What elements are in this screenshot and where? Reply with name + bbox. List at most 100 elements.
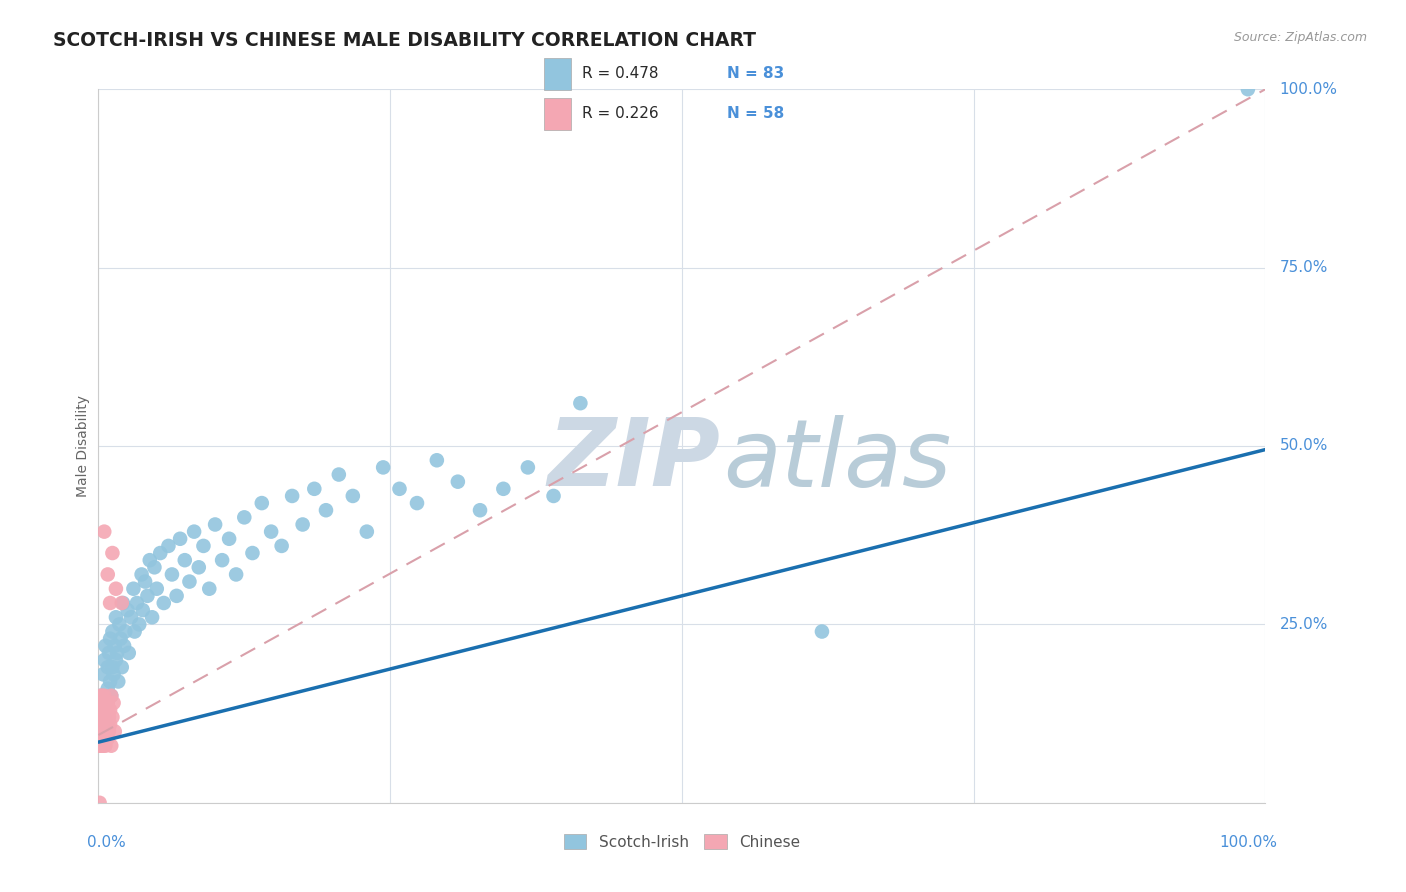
Point <box>94 717 117 731</box>
Point <box>97 696 120 710</box>
Point <box>134 574 156 589</box>
Point <box>90 689 112 703</box>
Point <box>98 632 121 646</box>
Text: R = 0.226: R = 0.226 <box>582 106 658 121</box>
Point <box>89 739 111 753</box>
Point <box>143 560 166 574</box>
Point <box>90 717 112 731</box>
Point <box>128 617 150 632</box>
Point <box>468 503 491 517</box>
Point <box>97 660 120 674</box>
Point <box>103 696 125 710</box>
Point <box>356 524 378 539</box>
Point <box>91 731 114 746</box>
Point <box>90 739 112 753</box>
Point <box>1237 82 1260 96</box>
Text: ZIP: ZIP <box>548 414 721 507</box>
Point <box>97 731 120 746</box>
Point <box>260 524 283 539</box>
Text: SCOTCH-IRISH VS CHINESE MALE DISABILITY CORRELATION CHART: SCOTCH-IRISH VS CHINESE MALE DISABILITY … <box>53 31 756 50</box>
Text: N = 83: N = 83 <box>727 66 785 81</box>
Point <box>91 724 114 739</box>
Text: 100.0%: 100.0% <box>1219 835 1277 850</box>
Point <box>104 582 127 596</box>
Point <box>90 696 112 710</box>
Point <box>96 703 118 717</box>
Point <box>93 717 115 731</box>
Point <box>198 582 221 596</box>
Text: N = 58: N = 58 <box>727 106 785 121</box>
Point <box>90 703 112 717</box>
Point <box>90 689 112 703</box>
Point <box>169 532 191 546</box>
Point <box>270 539 292 553</box>
Point <box>569 396 592 410</box>
Point <box>211 553 233 567</box>
Point <box>105 646 128 660</box>
Point <box>103 667 125 681</box>
Point <box>157 539 180 553</box>
Point <box>93 703 115 717</box>
Point <box>111 596 134 610</box>
Point <box>281 489 304 503</box>
FancyBboxPatch shape <box>544 58 571 90</box>
Point <box>107 674 129 689</box>
Point <box>94 703 117 717</box>
Point <box>406 496 429 510</box>
Point <box>91 739 114 753</box>
Point <box>97 710 120 724</box>
Point <box>93 710 115 724</box>
Text: atlas: atlas <box>723 415 950 506</box>
Point <box>104 724 127 739</box>
Point <box>132 603 155 617</box>
Point <box>108 617 131 632</box>
Y-axis label: Male Disability: Male Disability <box>76 395 90 497</box>
Point <box>90 689 112 703</box>
Point <box>218 532 240 546</box>
Point <box>100 689 122 703</box>
Point <box>90 724 112 739</box>
Point <box>104 610 127 624</box>
Text: Source: ZipAtlas.com: Source: ZipAtlas.com <box>1233 31 1367 45</box>
Point <box>90 731 112 746</box>
Point <box>242 546 264 560</box>
Point <box>328 467 350 482</box>
Point <box>152 596 174 610</box>
Point <box>166 589 188 603</box>
Point <box>90 739 112 753</box>
Point <box>110 632 132 646</box>
Point <box>97 646 120 660</box>
Point <box>193 539 215 553</box>
Point <box>94 696 117 710</box>
Point <box>97 681 120 696</box>
Point <box>93 710 115 724</box>
Point <box>97 567 120 582</box>
Point <box>304 482 326 496</box>
Point <box>225 567 247 582</box>
Point <box>96 717 118 731</box>
Point <box>516 460 538 475</box>
Point <box>89 696 111 710</box>
Point <box>97 724 120 739</box>
Point <box>250 496 273 510</box>
Point <box>89 710 111 724</box>
Point <box>90 710 112 724</box>
Point <box>96 724 118 739</box>
Point <box>94 724 117 739</box>
Point <box>96 696 118 710</box>
Point <box>90 703 112 717</box>
Point <box>90 724 112 739</box>
Point <box>90 724 112 739</box>
Point <box>131 567 153 582</box>
Point <box>388 482 411 496</box>
Point <box>173 553 195 567</box>
Point <box>342 489 364 503</box>
Point <box>97 717 120 731</box>
Point <box>117 603 139 617</box>
Point <box>149 546 172 560</box>
Point <box>98 717 121 731</box>
Text: 50.0%: 50.0% <box>1279 439 1327 453</box>
Legend: Scotch-Irish, Chinese: Scotch-Irish, Chinese <box>557 828 807 855</box>
Point <box>96 710 118 724</box>
FancyBboxPatch shape <box>544 97 571 130</box>
